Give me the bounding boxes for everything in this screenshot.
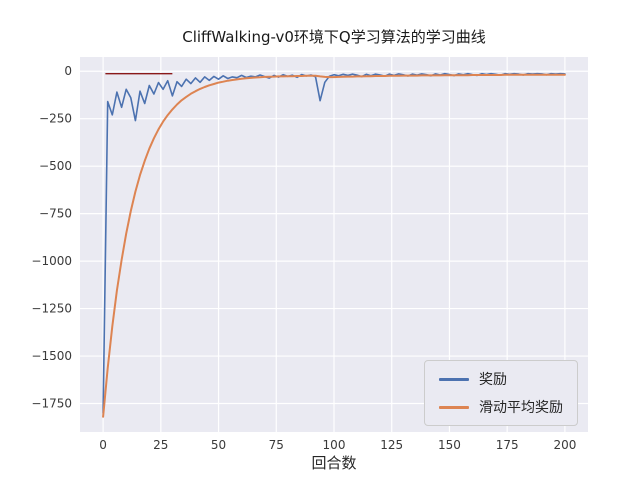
x-tick-label: 125 (380, 438, 403, 452)
x-tick-label: 150 (438, 438, 461, 452)
moving-average-line (102, 73, 566, 418)
moving-average-line-swatch (439, 405, 469, 409)
legend-item-reward: 奖励 (439, 369, 563, 389)
chart-title: CliffWalking-v0环境下Q学习算法的学习曲线 (182, 28, 486, 46)
x-tick-label: 175 (496, 438, 519, 452)
x-tick-label: 75 (269, 438, 284, 452)
x-tick-label: 200 (553, 438, 576, 452)
y-tick-label: 0 (64, 64, 72, 78)
y-tick-label: −1500 (31, 349, 72, 363)
legend-label-reward: 奖励 (479, 372, 507, 388)
x-axis-label: 回合数 (311, 454, 357, 472)
legend-label-moving-average: 滑动平均奖励 (479, 400, 563, 416)
x-tick-label: 0 (99, 438, 107, 452)
y-tick-label: −500 (39, 159, 72, 173)
y-tick-label: −1000 (31, 254, 72, 268)
legend: 奖励 滑动平均奖励 (424, 360, 578, 426)
y-tick-label: −250 (39, 112, 72, 126)
y-tick-label: −1750 (31, 397, 72, 411)
y-tick-label: −750 (39, 207, 72, 221)
x-tick-label: 100 (323, 438, 346, 452)
legend-item-moving-average: 滑动平均奖励 (439, 397, 563, 417)
x-tick-label: 50 (211, 438, 226, 452)
x-tick-label: 25 (153, 438, 168, 452)
reward-line-swatch (439, 377, 469, 381)
y-tick-label: −1250 (31, 302, 72, 316)
